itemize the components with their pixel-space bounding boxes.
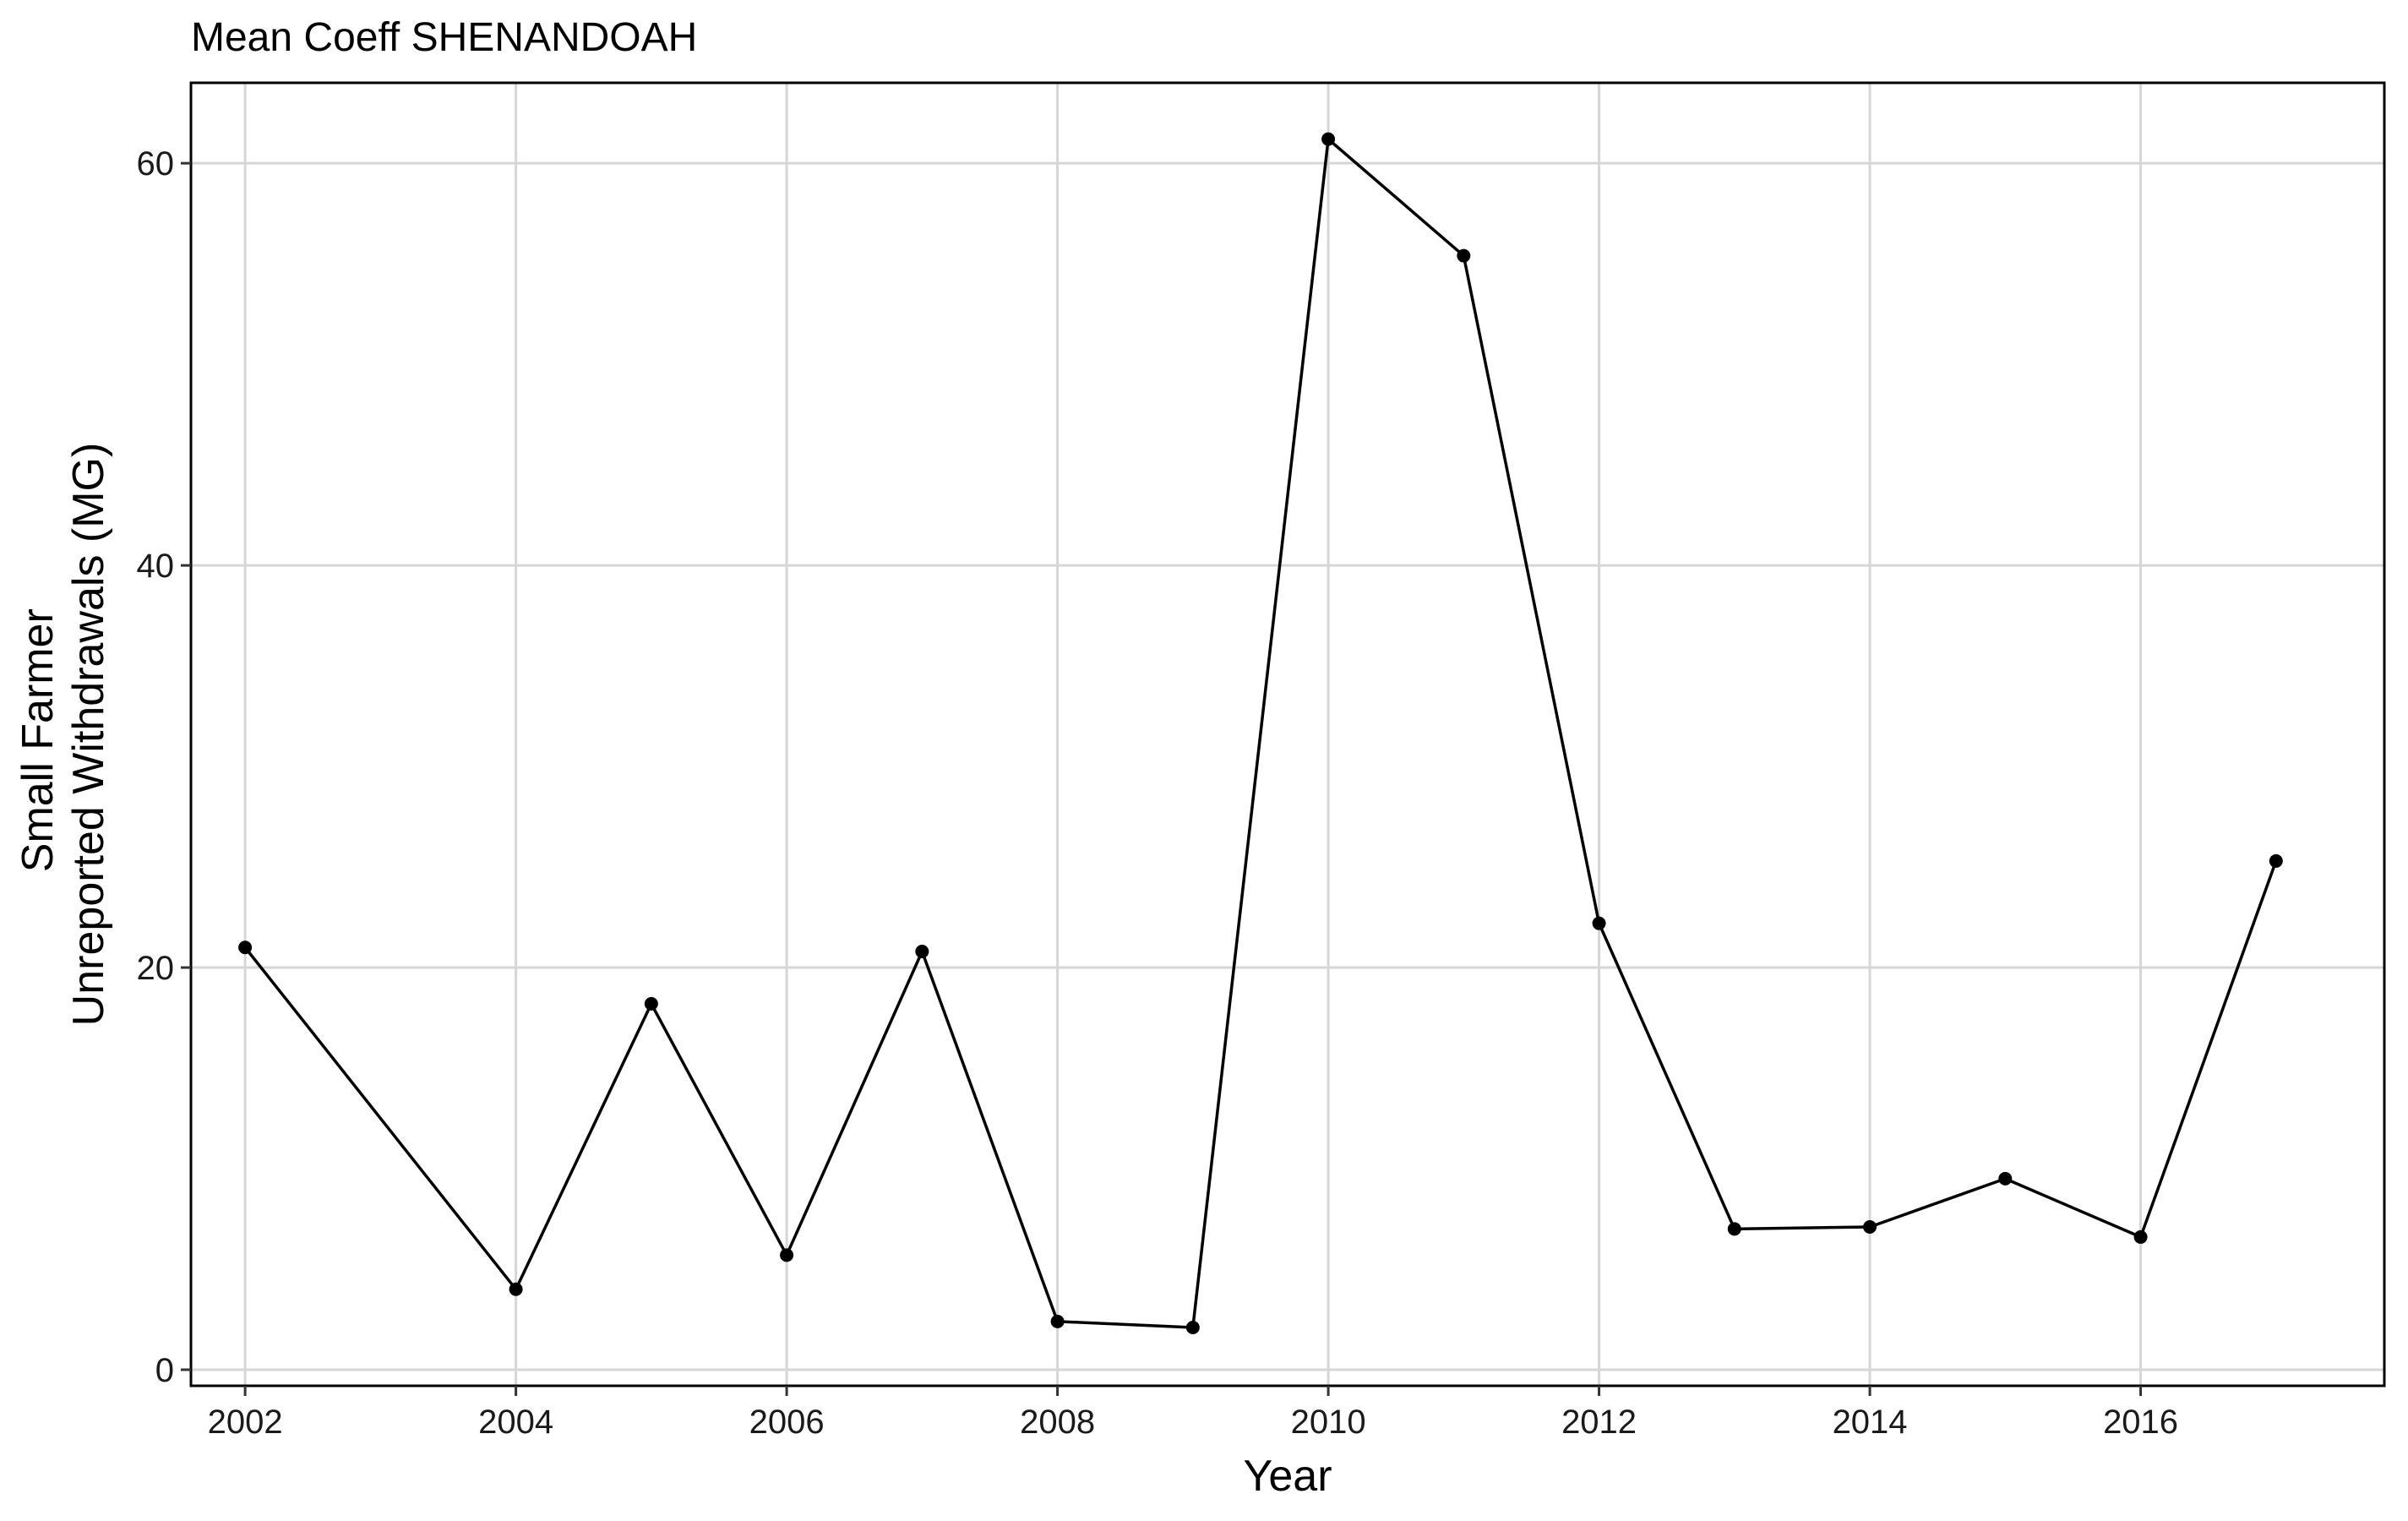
y-axis-title: Small Farmer Unreported Withdrawals (MG) xyxy=(14,443,113,1027)
y-tick-label: 60 xyxy=(137,145,175,183)
y-tick-label: 20 xyxy=(137,950,175,987)
data-point xyxy=(1185,1320,1200,1334)
data-point xyxy=(1050,1314,1065,1328)
x-tick-label: 2016 xyxy=(2103,1404,2178,1441)
plot-panel-border xyxy=(189,81,2386,1387)
data-point xyxy=(2133,1229,2148,1244)
x-tick-label: 2014 xyxy=(1833,1404,1908,1441)
axis-ticks: 2002 2004 2006 2008 2010 2012 2014 2016 0 20 40 60 xyxy=(137,145,2179,1441)
x-axis-title: Year xyxy=(1243,1452,1332,1501)
data-series xyxy=(238,132,2283,1334)
x-tick-label: 2010 xyxy=(1291,1404,1366,1441)
y-tick-label: 0 xyxy=(155,1352,174,1389)
y-axis-title-line-1: Small Farmer xyxy=(14,608,63,872)
data-point xyxy=(915,945,929,958)
x-tick-label: 2004 xyxy=(478,1404,553,1441)
data-point xyxy=(1321,132,1336,146)
gridlines xyxy=(191,83,2384,1386)
x-tick-label: 2008 xyxy=(1020,1404,1095,1441)
data-point xyxy=(238,940,253,955)
data-point xyxy=(2269,853,2283,868)
data-point xyxy=(644,996,658,1011)
x-tick-label: 2012 xyxy=(1561,1404,1637,1441)
data-point xyxy=(509,1282,523,1296)
x-tick-label: 2002 xyxy=(208,1404,283,1441)
y-axis-title-line-2: Unreported Withdrawals (MG) xyxy=(64,443,113,1027)
x-tick-label: 2006 xyxy=(749,1404,825,1441)
y-tick-label: 40 xyxy=(137,548,175,585)
data-point xyxy=(1457,248,1471,263)
data-point xyxy=(1998,1171,2013,1186)
data-point xyxy=(780,1248,794,1262)
data-point xyxy=(1592,916,1606,930)
data-point xyxy=(1863,1220,1877,1235)
chart-title: Mean Coeff SHENANDOAH xyxy=(191,15,697,60)
data-point xyxy=(1727,1222,1741,1236)
